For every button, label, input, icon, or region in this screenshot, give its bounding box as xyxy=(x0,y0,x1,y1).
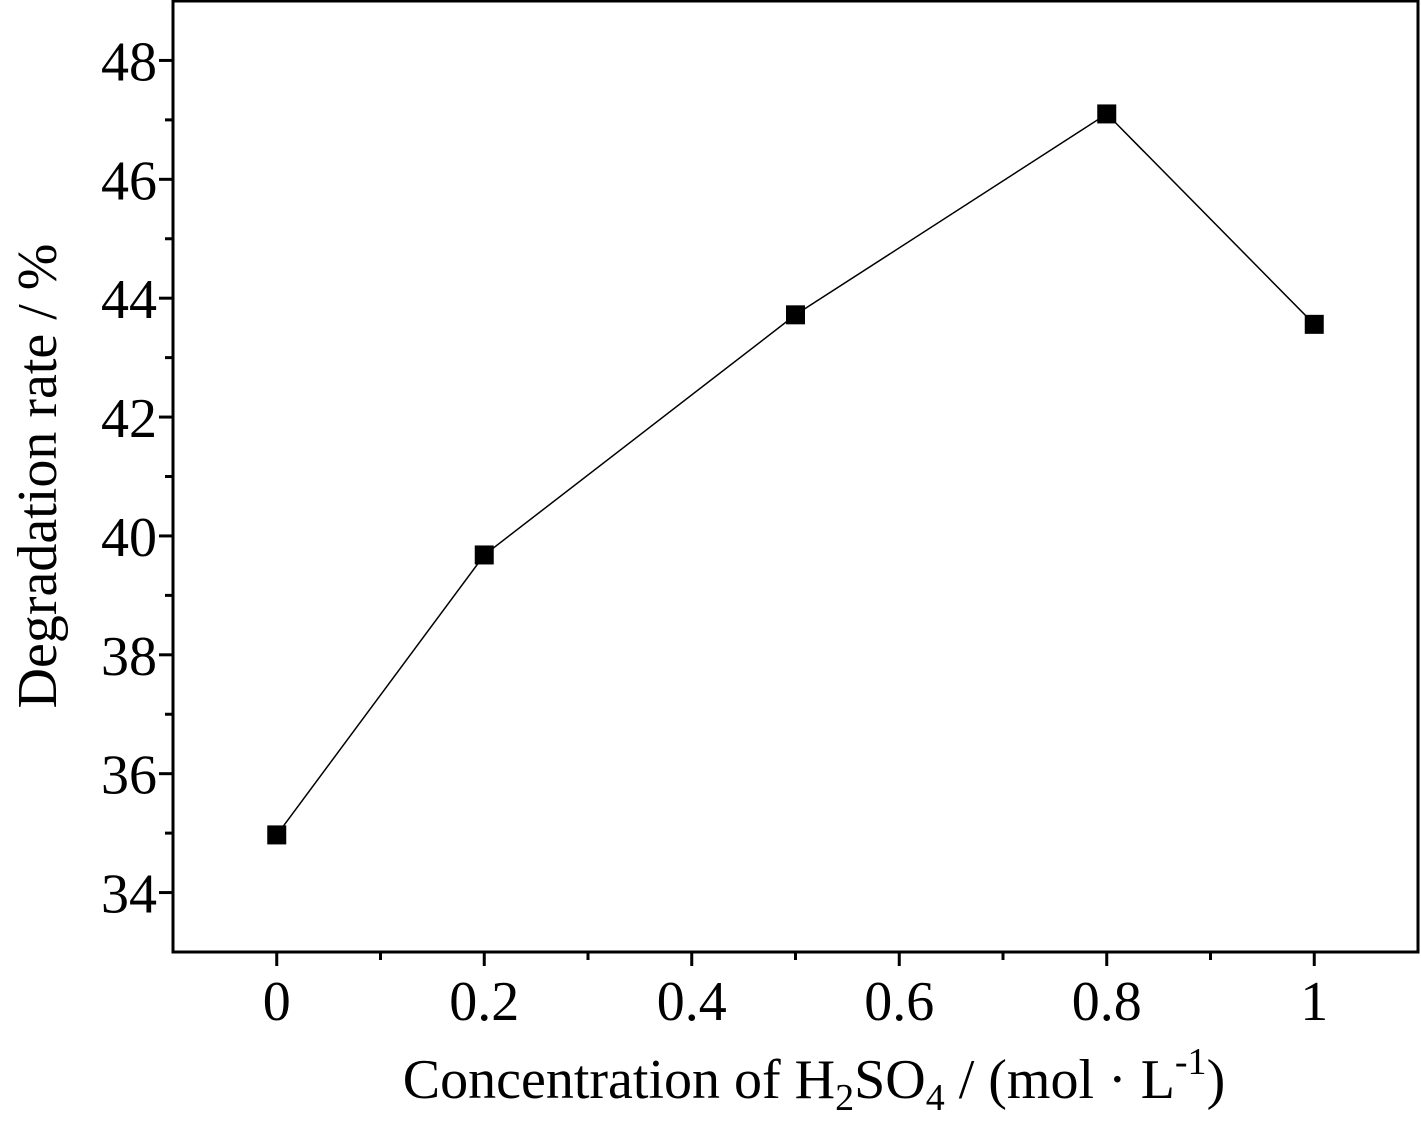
data-point xyxy=(1304,314,1324,334)
y-tick-label: 34 xyxy=(101,864,157,926)
x-title-prefix: Concentration of H xyxy=(403,1049,835,1111)
y-tick-label: 46 xyxy=(101,150,157,212)
data-point xyxy=(474,545,494,565)
y-tick-label: 44 xyxy=(101,269,157,331)
data-point xyxy=(1097,104,1117,124)
x-tick-label: 0.4 xyxy=(657,971,727,1033)
x-title-close: ) xyxy=(1207,1049,1226,1111)
y-tick-label: 42 xyxy=(101,388,157,450)
tick-labels: 0 0.2 0.4 0.6 0.8 1 34 36 38 40 42 44 46 48 xyxy=(101,31,1328,1033)
x-tick-label: 1 xyxy=(1300,971,1328,1033)
data-point xyxy=(267,825,287,845)
x-tick-label: 0.2 xyxy=(449,971,519,1033)
y-tick-label: 48 xyxy=(101,31,157,93)
plot-frame xyxy=(171,0,1420,954)
x-title-sup: -1 xyxy=(1175,1041,1207,1083)
y-tick-label: 38 xyxy=(101,626,157,688)
x-title-sub1: 2 xyxy=(835,1077,854,1119)
y-axis-title: Degradation rate / % xyxy=(7,244,69,709)
axis-ticks xyxy=(159,58,1316,966)
x-tick-label: 0 xyxy=(263,971,291,1033)
x-tick-label: 0.6 xyxy=(864,971,934,1033)
x-axis-title: Concentration of H2SO4 / (mol · L-1) xyxy=(403,1041,1225,1119)
x-title-unit: / (mol · L xyxy=(945,1049,1175,1111)
x-tick-label: 0.8 xyxy=(1072,971,1142,1033)
data-point xyxy=(786,305,805,325)
data-series xyxy=(267,104,1324,845)
x-title-sub2: 4 xyxy=(926,1077,945,1119)
y-tick-label: 40 xyxy=(101,507,157,569)
x-title-mid: SO xyxy=(854,1049,926,1111)
y-tick-label: 36 xyxy=(101,745,157,807)
series-line xyxy=(276,112,1315,836)
